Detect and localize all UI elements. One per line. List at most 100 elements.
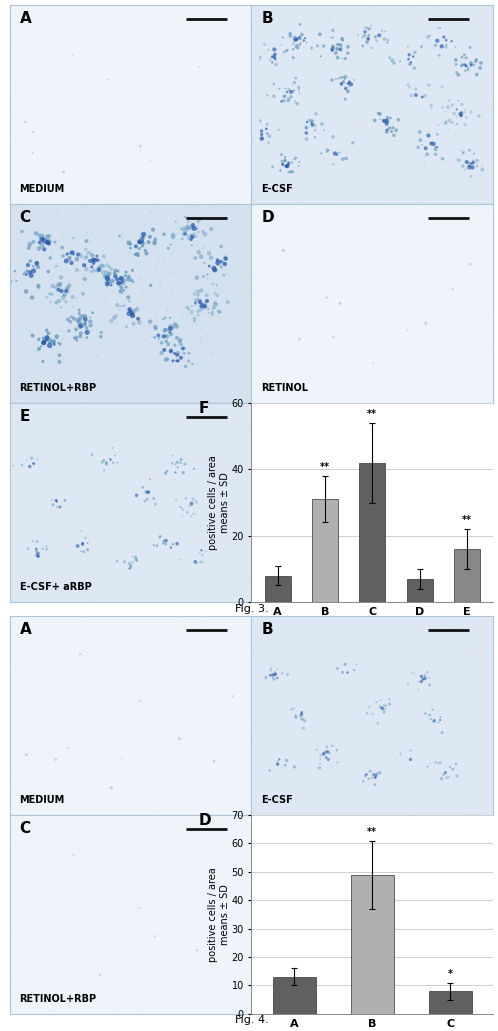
Point xyxy=(263,796,271,812)
Point xyxy=(6,505,14,522)
Point xyxy=(79,146,87,163)
Point xyxy=(178,684,186,700)
Point xyxy=(209,274,217,291)
Point xyxy=(283,158,291,174)
Point xyxy=(200,510,208,527)
Point xyxy=(402,56,410,72)
Point xyxy=(86,432,94,448)
Point xyxy=(39,882,47,898)
Point xyxy=(64,311,72,328)
Point xyxy=(477,8,485,25)
Point xyxy=(376,631,384,647)
Point xyxy=(34,972,42,989)
Point xyxy=(255,353,263,369)
Point xyxy=(108,261,116,277)
Point xyxy=(13,168,21,185)
Point xyxy=(198,546,206,563)
Point xyxy=(384,32,392,48)
Point xyxy=(280,29,288,45)
Point xyxy=(306,107,314,124)
Point xyxy=(420,156,428,172)
Point xyxy=(409,48,417,65)
Point xyxy=(320,796,328,812)
Point xyxy=(395,726,403,742)
Point xyxy=(342,105,350,122)
Point xyxy=(281,93,289,109)
Point xyxy=(168,149,176,166)
Point xyxy=(27,309,35,326)
Point xyxy=(475,798,483,814)
Point xyxy=(461,57,469,73)
Point xyxy=(198,616,206,632)
Point xyxy=(174,226,182,242)
Point xyxy=(177,336,185,353)
Point xyxy=(177,269,185,286)
Point xyxy=(464,284,472,300)
Point xyxy=(365,770,373,787)
Point xyxy=(216,468,224,485)
Point xyxy=(180,281,188,298)
Point xyxy=(22,633,30,650)
Point xyxy=(83,770,91,787)
Point xyxy=(93,247,101,264)
Point xyxy=(178,231,186,247)
Point xyxy=(180,883,188,899)
Point xyxy=(166,309,174,326)
Point xyxy=(317,23,325,39)
Point xyxy=(95,261,103,277)
Point xyxy=(104,271,112,288)
Point xyxy=(144,63,152,79)
Point xyxy=(395,196,403,212)
Point xyxy=(332,205,340,222)
Point xyxy=(468,620,476,636)
Point xyxy=(392,209,400,226)
Point xyxy=(43,967,51,984)
Point xyxy=(407,153,415,169)
Point xyxy=(84,333,92,350)
Point xyxy=(449,656,457,672)
Point xyxy=(107,274,115,291)
Point xyxy=(77,248,85,265)
Point xyxy=(13,551,21,567)
Point xyxy=(333,146,341,163)
Point xyxy=(431,139,439,156)
Point xyxy=(332,44,340,61)
Point xyxy=(39,182,47,199)
Point xyxy=(65,251,73,267)
Point xyxy=(40,232,48,248)
Point xyxy=(198,305,206,322)
Point xyxy=(183,846,191,863)
Point xyxy=(221,433,229,450)
Point xyxy=(182,358,190,374)
Point xyxy=(249,177,256,194)
Point xyxy=(387,124,395,140)
Point xyxy=(78,308,86,325)
Point xyxy=(442,644,450,661)
Point xyxy=(41,143,49,160)
Point xyxy=(286,26,294,42)
Point xyxy=(192,519,200,535)
Point xyxy=(47,678,55,695)
Point xyxy=(52,303,60,320)
Point xyxy=(86,253,94,269)
Point xyxy=(129,904,137,921)
Point xyxy=(454,614,462,631)
Point xyxy=(424,671,432,688)
Point xyxy=(54,801,62,818)
Point xyxy=(442,39,450,56)
Point xyxy=(393,358,401,374)
Point xyxy=(320,137,328,154)
Point xyxy=(159,346,167,363)
Point xyxy=(391,798,399,814)
Point xyxy=(70,850,78,866)
Point xyxy=(144,7,152,24)
Point xyxy=(105,594,113,610)
Point xyxy=(438,165,446,181)
Point xyxy=(28,420,36,436)
Point xyxy=(106,154,114,170)
Point xyxy=(245,973,252,990)
Point xyxy=(24,540,32,557)
Point xyxy=(288,685,296,701)
Point xyxy=(51,95,59,111)
Point xyxy=(304,56,312,72)
